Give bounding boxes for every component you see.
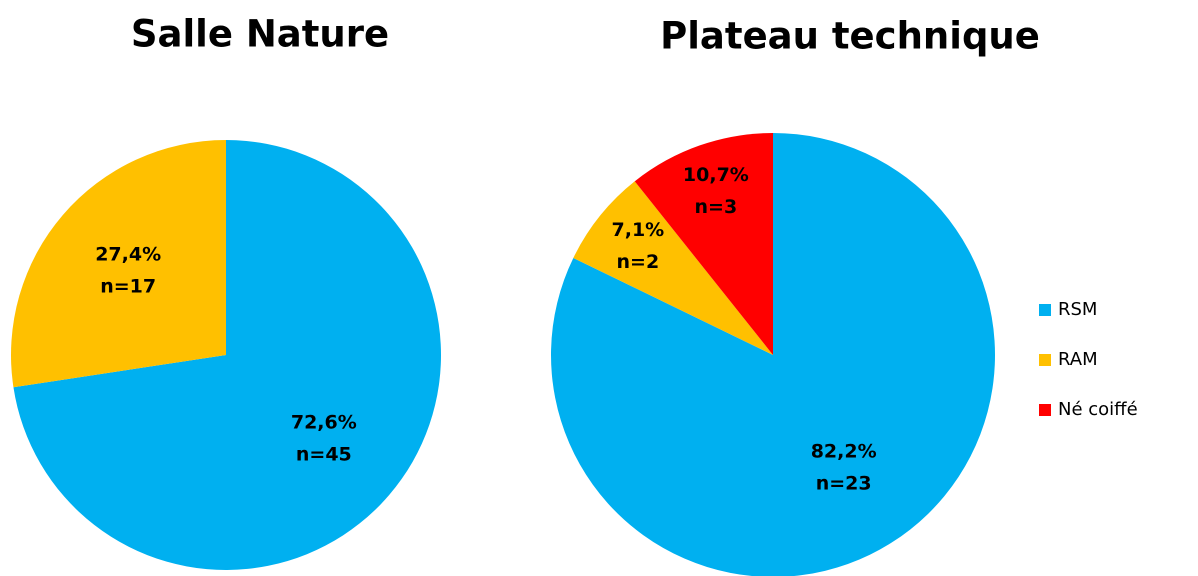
count-label: n=23 xyxy=(816,472,872,494)
count-label: n=45 xyxy=(296,444,352,466)
pie-slice xyxy=(10,140,226,388)
count-label: n=3 xyxy=(695,196,738,218)
value-label: 7,1% xyxy=(612,219,665,241)
value-label: 72,6% xyxy=(291,412,357,434)
pie-slice xyxy=(551,133,995,576)
value-label: 10,7% xyxy=(683,164,749,186)
value-label: 82,2% xyxy=(811,440,877,462)
chart-title: Plateau technique xyxy=(660,15,1040,58)
legend-swatch xyxy=(1039,404,1051,416)
value-label: 27,4% xyxy=(95,243,161,265)
legend-label: RSM xyxy=(1058,299,1097,320)
legend-swatch xyxy=(1039,304,1051,316)
pie-slice xyxy=(573,181,773,355)
chart-title: Salle Nature xyxy=(131,13,389,56)
pie-slice xyxy=(13,140,441,570)
count-label: n=2 xyxy=(617,251,660,273)
pie-slice xyxy=(634,133,773,355)
legend-label: RAM xyxy=(1058,349,1098,370)
count-label: n=17 xyxy=(100,275,156,297)
legend-label: Né coiffé xyxy=(1058,399,1138,420)
legend-swatch xyxy=(1039,354,1051,366)
